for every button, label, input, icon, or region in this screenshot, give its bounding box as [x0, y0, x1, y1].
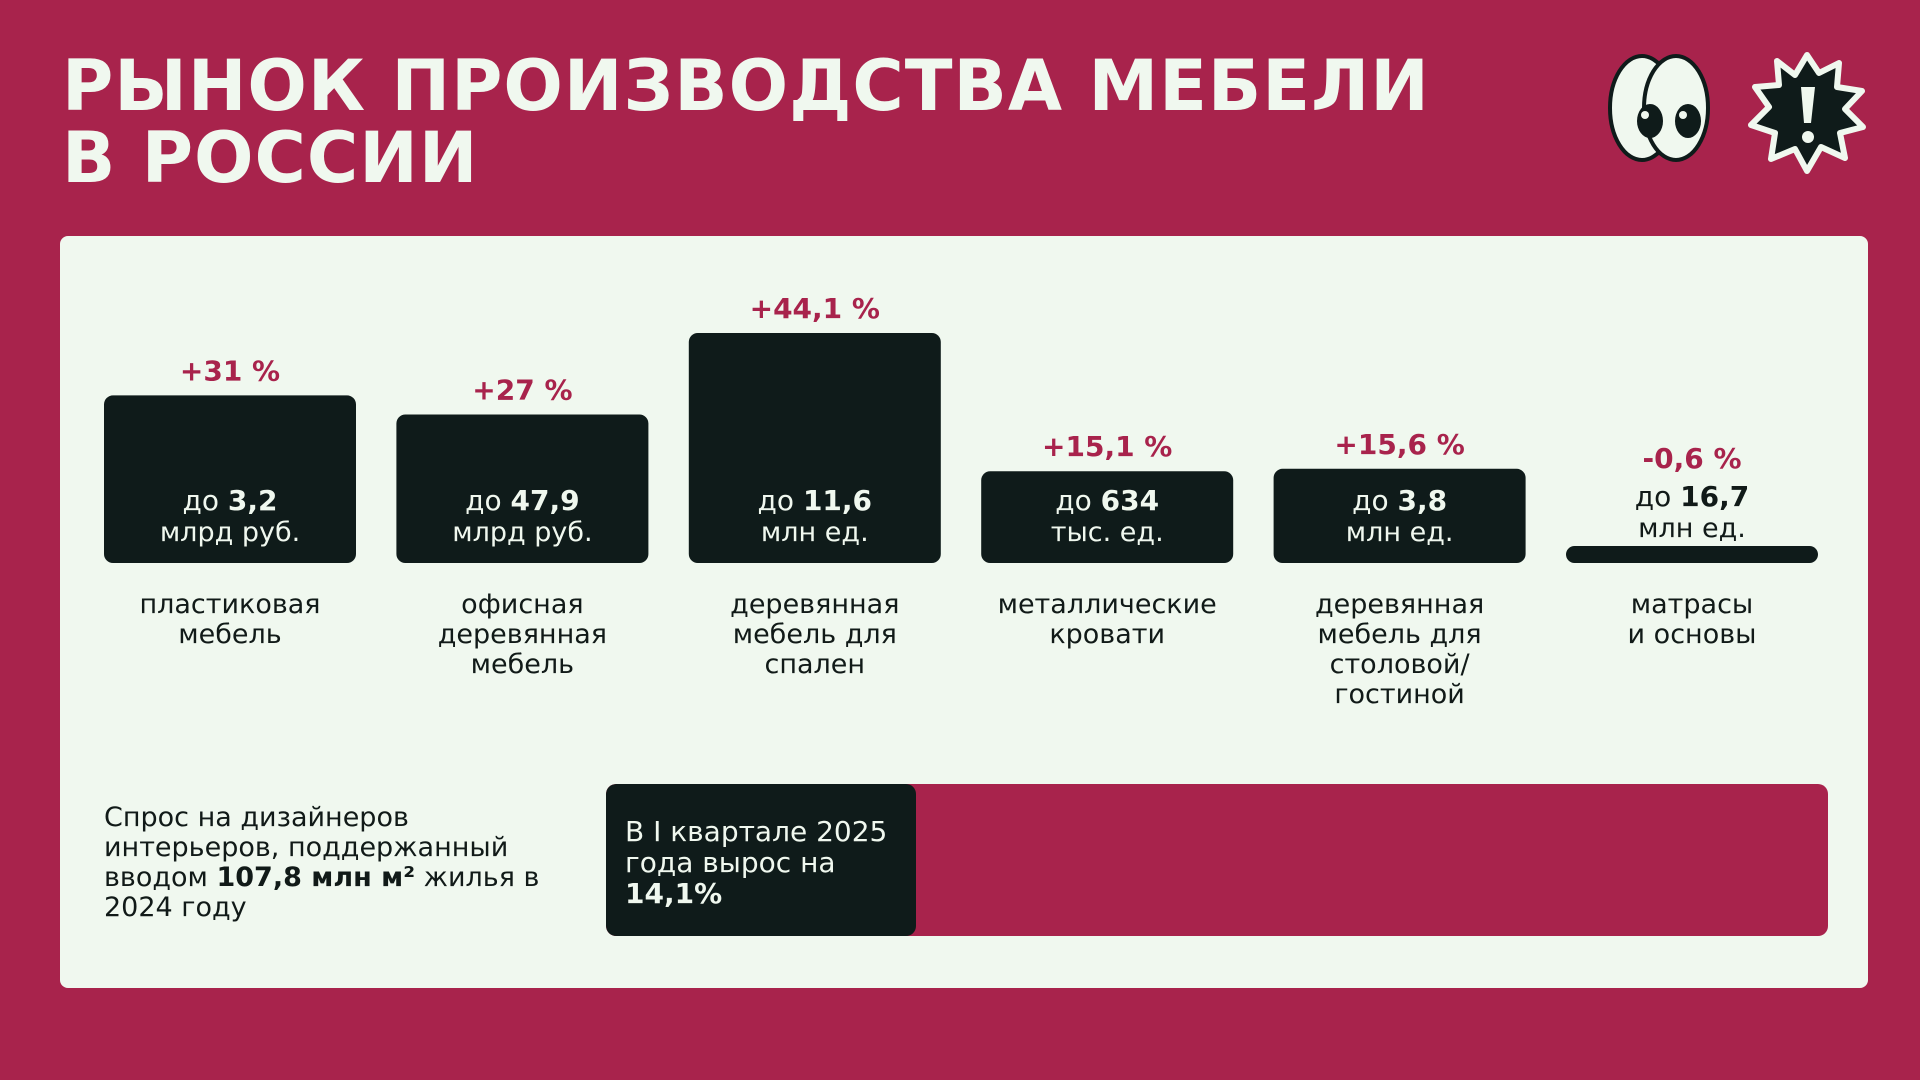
volume-value: 47,9	[511, 484, 580, 517]
data-label: +44,1 %	[750, 292, 880, 325]
bar	[396, 414, 649, 563]
demand-text-before: Спрос на дизайнеров интерьеров, поддержа…	[104, 802, 509, 893]
volume-value: 3,8	[1397, 484, 1447, 517]
unit-label: млн ед.	[1346, 517, 1454, 548]
title-line-1: РЫНОК ПРОИЗВОДСТВА МЕБЕЛИ	[62, 45, 1430, 127]
demand-text-after: жилья в 2024 году	[104, 862, 540, 923]
unit-label: млрд руб.	[160, 517, 300, 548]
category-label-line: пластиковая	[139, 589, 321, 620]
category-label-line: мебель для	[1317, 619, 1482, 650]
data-label: +31 %	[180, 354, 280, 387]
data-label: -0,6 %	[1642, 442, 1741, 475]
eyes-icon	[1608, 54, 1710, 162]
volume-label: до 11,6	[758, 484, 872, 517]
title-line-2: В РОССИИ	[62, 117, 479, 199]
category-label-line: и основы	[1627, 619, 1757, 650]
bar	[981, 471, 1234, 563]
volume-label: до 3,2	[183, 484, 278, 517]
category-label-line: деревянная	[1314, 589, 1485, 620]
volume-label: до 3,8	[1352, 484, 1447, 517]
category-label: пластиковая мебель	[104, 590, 356, 650]
exclamation-burst-icon	[1748, 52, 1866, 174]
category-label-line: матрасы	[1630, 589, 1754, 620]
header-icons	[1608, 52, 1866, 174]
volume-value: 634	[1101, 484, 1159, 517]
volume-label: до 47,9	[465, 484, 579, 517]
category-label: матрасы и основы	[1566, 590, 1818, 650]
growth-progress-bar: В I квартале 2025 года вырос на 14,1%	[606, 784, 1828, 936]
category-label-line: мебель	[470, 649, 575, 680]
volume-label: до 634	[1055, 484, 1159, 517]
bar	[1273, 468, 1526, 563]
unit-label: тыс. ед.	[1051, 517, 1164, 548]
category-label-line: мебель для	[732, 619, 897, 650]
category-label-line: гостиной	[1334, 679, 1465, 710]
category-label: металлические кровати	[981, 590, 1233, 650]
category-label-line: мебель	[178, 619, 282, 650]
category-label: деревянная мебель для спален	[689, 590, 941, 680]
unit-label: млн ед.	[1638, 513, 1746, 544]
growth-progress-fill	[606, 784, 917, 936]
category-label-line: кровати	[1049, 619, 1166, 650]
data-label: +15,6 %	[1334, 428, 1464, 461]
category-label-line: спален	[764, 649, 866, 680]
category-label: деревянная мебель для столовой/гостиной	[1274, 590, 1526, 710]
volume-value: 11,6	[803, 484, 872, 517]
bar	[1566, 546, 1818, 563]
page-title: РЫНОК ПРОИЗВОДСТВА МЕБЕЛИ В РОССИИ	[62, 50, 1430, 194]
growth-text-before: В I квартале 2025 года вырос на	[625, 815, 888, 879]
bar	[688, 333, 941, 563]
infographic-card: +31 % до 3,2 млрд руб. +27 % до 47,9 млрд руб…	[60, 236, 1868, 988]
volume-value: 3,2	[228, 484, 278, 517]
growth-label: В I квартале 2025 года вырос на 14,1%	[625, 816, 915, 909]
bar	[104, 395, 356, 563]
category-label-line: офисная	[461, 589, 584, 620]
growth-highlight: 14,1%	[625, 877, 723, 910]
category-label-line: столовой/	[1329, 649, 1470, 680]
volume-label: до 16,7	[1635, 480, 1749, 513]
category-label-line: металлические	[997, 589, 1217, 620]
volume-value: 16,7	[1680, 480, 1749, 513]
data-label: +15,1 %	[1042, 430, 1172, 463]
category-label: офисная деревянная мебель	[396, 590, 648, 680]
demand-highlight: 107,8 млн м²	[216, 862, 416, 893]
designer-demand-note: Спрос на дизайнеров интерьеров, поддержа…	[104, 803, 544, 923]
unit-label: млрд руб.	[452, 517, 592, 548]
category-label-line: деревянная	[437, 619, 608, 650]
unit-label: млн ед.	[761, 517, 869, 548]
data-label: +27 %	[472, 373, 572, 406]
category-label-line: деревянная	[730, 589, 900, 620]
